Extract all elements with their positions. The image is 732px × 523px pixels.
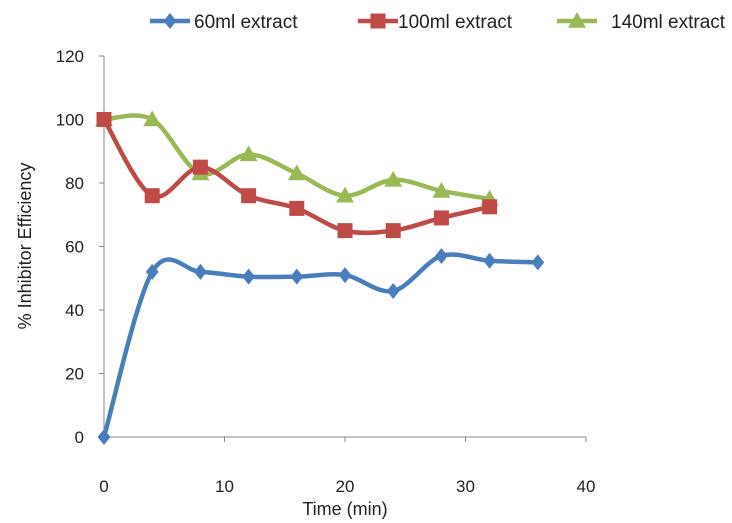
y-tick-label: 80 [65, 174, 84, 193]
data-point [242, 268, 255, 285]
legend-swatch-marker [163, 13, 177, 29]
y-tick-label: 40 [65, 301, 84, 320]
data-point [194, 263, 207, 280]
x-axis-title: Time (min) [302, 499, 387, 519]
data-point [386, 282, 400, 299]
y-tick-label: 60 [65, 238, 84, 257]
data-point [385, 223, 401, 239]
data-point [290, 268, 304, 285]
data-point [483, 252, 496, 269]
legend-swatch-marker [568, 12, 586, 28]
data-point [145, 263, 159, 280]
data-point [338, 267, 352, 284]
data-point [96, 112, 112, 127]
series-layer [95, 110, 545, 445]
legend: 60ml extract 100ml extract 140ml extract [150, 12, 726, 33]
data-point [144, 188, 160, 204]
x-tick-label: 20 [336, 477, 355, 496]
data-point [337, 223, 353, 239]
legend-label: 140ml extract [611, 12, 726, 33]
x-tick-label: 30 [456, 477, 475, 496]
legend-label: 100ml extract [398, 12, 513, 33]
series-line [103, 113, 490, 202]
data-point [239, 145, 258, 162]
series-line [101, 252, 538, 438]
data-point [432, 181, 451, 198]
data-point [143, 110, 162, 127]
y-tick-label: 100 [56, 111, 84, 130]
x-tick-label: 10 [215, 477, 234, 496]
data-point [289, 200, 305, 216]
data-point [531, 254, 545, 271]
data-point [384, 170, 403, 187]
legend-label: 60ml extract [194, 12, 298, 33]
series-1 [96, 112, 498, 239]
data-point [482, 199, 498, 215]
legend-item-0: 60ml extract [150, 12, 298, 33]
legend-item-1: 100ml extract [358, 12, 513, 33]
data-point [433, 210, 449, 226]
legend-item-2: 140ml extract [557, 12, 726, 33]
axes: 0 20 40 60 80 100 120 0 10 20 30 40 [56, 47, 596, 496]
series-0 [97, 248, 545, 445]
y-axis-title: % Inhibitor Efficiency [15, 163, 35, 330]
data-point [192, 159, 208, 175]
data-point [97, 429, 111, 445]
y-tick-label: 0 [75, 428, 84, 447]
y-tick-label: 20 [65, 365, 84, 384]
x-tick-label: 40 [577, 477, 596, 496]
data-point [336, 186, 354, 203]
data-point [241, 188, 257, 204]
x-tick-label: 0 [99, 477, 108, 496]
legend-swatch-marker [370, 13, 386, 29]
y-tick-label: 120 [56, 47, 84, 66]
data-point [435, 248, 448, 265]
data-point [287, 164, 306, 181]
